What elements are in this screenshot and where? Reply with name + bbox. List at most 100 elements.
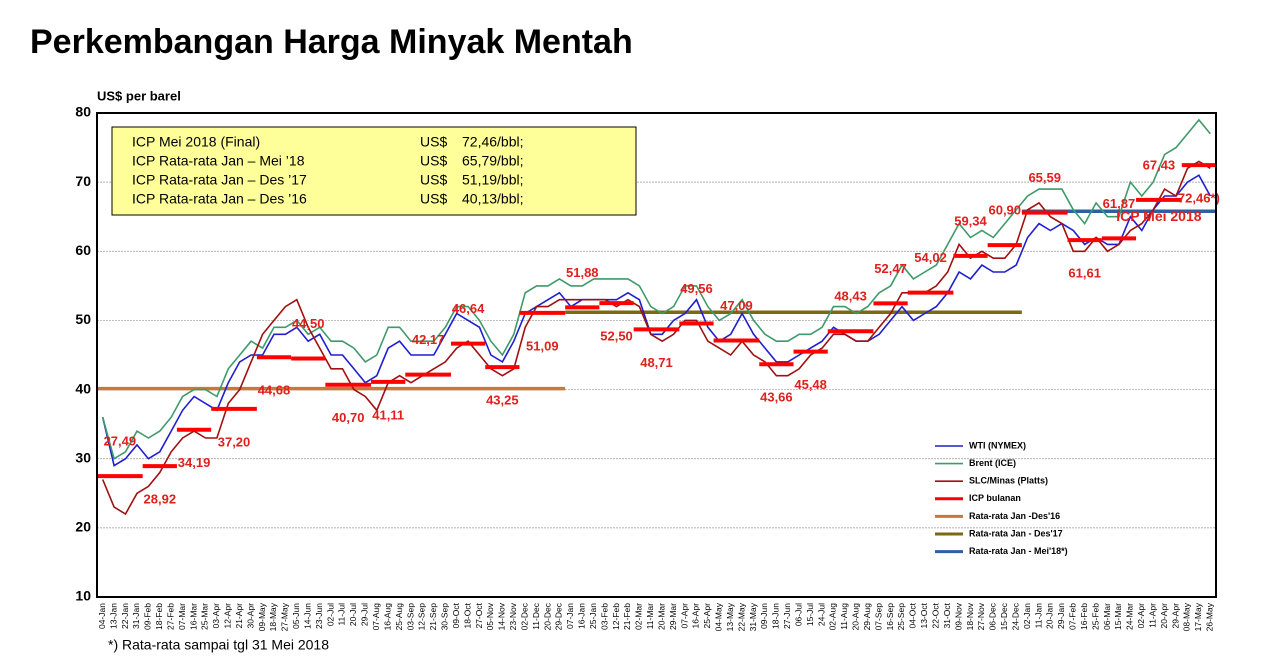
legend-label: WTI (NYMEX) [969, 440, 1026, 450]
x-tick-label: 27-Feb [165, 603, 175, 630]
x-tick-label: 20-Apr [1159, 603, 1169, 629]
x-tick-label: 02-Jul [325, 603, 335, 626]
x-tick-label: 24-Dec [1010, 602, 1020, 630]
icp-label: 61,87 [1103, 196, 1136, 211]
x-tick-label: 06-Jul [793, 603, 803, 626]
x-tick-label: 23-Jun [314, 603, 324, 629]
x-tick-label: 03-Feb [599, 603, 609, 630]
y-tick-label: 70 [75, 173, 91, 189]
legend-label: Brent (ICE) [969, 458, 1016, 468]
x-tick-label: 18-Oct [462, 602, 472, 628]
icp-label: 61,61 [1068, 266, 1101, 281]
info-box-text: ICP Rata-rata Jan – Des ’16 [132, 191, 307, 207]
x-tick-label: 27-May [280, 602, 290, 631]
x-tick-label: 07-Sep [873, 603, 883, 631]
x-tick-label: 30-Apr [245, 603, 255, 629]
x-tick-label: 16-Mar [188, 603, 198, 630]
x-tick-label: 03-Apr [211, 603, 221, 629]
info-box-text: US$ [420, 153, 447, 169]
x-tick-label: 16-Sep [885, 603, 895, 631]
legend-label: Rata-rata Jan -Des'16 [969, 511, 1060, 521]
x-tick-label: 11-Aug [839, 603, 849, 630]
x-tick-label: 06-Dec [988, 602, 998, 630]
x-tick-label: 16-Jan [577, 603, 587, 629]
icp-label: 43,66 [760, 390, 793, 405]
x-tick-label: 31-May [748, 602, 758, 631]
x-tick-label: 03-Sep [405, 603, 415, 631]
x-tick-label: 09-Oct [451, 602, 461, 628]
icp-label: 42,17 [412, 332, 445, 347]
x-tick-label: 09-Jun [759, 603, 769, 629]
x-tick-label: 09-May [257, 602, 267, 631]
price-line [101, 160, 1211, 516]
info-box-text: 65,79/bbl; [462, 153, 524, 169]
info-box [111, 126, 637, 216]
x-tick-label: 04-May [714, 602, 724, 631]
x-tick-label: 22-Oct [931, 602, 941, 628]
y-tick-label: 40 [75, 380, 91, 396]
x-tick-label: 25-Mar [200, 603, 210, 630]
x-tick-label: 21-Sep [428, 603, 438, 631]
icp-label: 52,47 [874, 261, 907, 276]
icp-label: 47,09 [720, 298, 753, 313]
x-tick-label: 02-Aug [828, 603, 838, 631]
x-tick-label: 12-Apr [223, 603, 233, 629]
x-tick-label: 14-Nov [497, 602, 507, 630]
y-tick-label: 20 [75, 519, 91, 535]
x-tick-label: 13-Jan [108, 603, 118, 629]
x-tick-label: 25-Apr [702, 603, 712, 629]
x-tick-label: 07-Apr [679, 603, 689, 629]
x-tick-label: 18-Jun [771, 603, 781, 629]
x-tick-label: 20-Jan [1045, 603, 1055, 629]
x-tick-label: 21-Apr [234, 603, 244, 629]
icp-label: 59,34 [954, 213, 987, 228]
x-tick-label: 07-Jan [565, 603, 575, 629]
x-tick-label: 31-Jan [131, 603, 141, 629]
x-tick-label: 15-Jul [805, 603, 815, 626]
x-tick-label: 27-Nov [976, 602, 986, 630]
x-tick-label: 09-Feb [143, 603, 153, 630]
annotation: ICP Mei 2018 [1116, 208, 1202, 224]
x-tick-label: 27-Oct [474, 602, 484, 628]
x-tick-label: 02-Jan [1022, 603, 1032, 629]
x-tick-label: 02-Apr [1136, 603, 1146, 629]
x-tick-label: 11-Apr [1147, 603, 1157, 628]
icp-label: 60,90 [988, 203, 1021, 218]
x-tick-label: 11-Jan [1033, 603, 1043, 629]
icp-label: 37,20 [218, 434, 251, 449]
info-box-text: ICP Rata-rata Jan – Des ’17 [132, 172, 307, 188]
x-tick-label: 07-Feb [1068, 603, 1078, 630]
footnote: *) Rata-rata sampai tgl 31 Mei 2018 [108, 637, 329, 653]
x-tick-label: 16-Aug [382, 603, 392, 631]
info-box-text: 51,19/bbl; [462, 172, 524, 188]
x-tick-label: 16-Feb [1079, 603, 1089, 630]
info-box-text: ICP Mei 2018 (Final) [132, 134, 260, 150]
y-axis-label: US$ per barel [97, 88, 181, 103]
icp-label: 46,64 [452, 301, 485, 316]
x-tick-label: 24-Jul [816, 603, 826, 626]
x-tick-label: 26-May [1205, 602, 1215, 631]
info-box-text: ICP Rata-rata Jan – Mei ’18 [132, 153, 305, 169]
x-tick-label: 29-Aug [862, 603, 872, 631]
x-tick-label: 25-Sep [896, 603, 906, 631]
x-tick-label: 21-Feb [622, 603, 632, 630]
x-tick-label: 08-May [1182, 602, 1192, 631]
x-tick-label: 29-Dec [554, 602, 564, 630]
x-tick-label: 06-Mar [1102, 603, 1112, 630]
x-tick-label: 24-Mar [1125, 603, 1135, 630]
x-tick-label: 12-Sep [417, 603, 427, 631]
x-tick-label: 20-Aug [851, 603, 861, 631]
x-tick-label: 13-Oct [919, 602, 929, 628]
icp-label: 43,25 [486, 393, 519, 408]
icp-label: 44,68 [258, 383, 291, 398]
x-tick-label: 05-Jun [291, 603, 301, 629]
x-tick-label: 15-Mar [1113, 603, 1123, 630]
x-tick-label: 11-Mar [645, 603, 655, 629]
icp-label: 72,46*) [1178, 191, 1220, 206]
info-box-text: 72,46/bbl; [462, 134, 524, 150]
y-tick-label: 10 [75, 588, 91, 604]
icp-label: 45,48 [794, 377, 827, 392]
y-tick-label: 60 [75, 242, 91, 258]
x-tick-label: 27-Jun [782, 603, 792, 629]
